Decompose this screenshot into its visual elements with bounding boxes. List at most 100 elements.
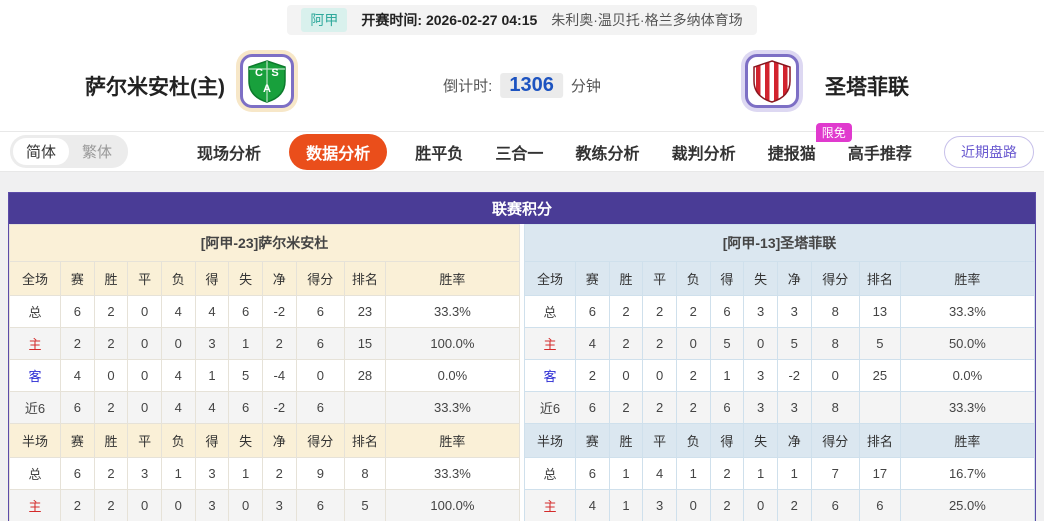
stat-cell: 4 [194,391,230,424]
stat-cell: 6 [574,457,610,490]
venue-name: 朱利奥·温贝托·格兰多纳体育场 [551,12,743,28]
table-row: 总 6 1 4 1 2 1 1 7 17 16.7% [523,457,1035,490]
column-header-cell: 排名 [859,423,901,458]
tab-live-analysis[interactable]: 现场分析 [197,145,262,163]
column-header-cell: 得分 [810,423,861,458]
column-header-cell: 得 [194,261,230,296]
stat-cell: 2 [709,457,745,490]
column-header-cell: 半场 [9,423,61,458]
tab-referee-analysis[interactable]: 裁判分析 [671,145,736,163]
stat-cell: 25 [859,359,901,392]
row-label: 总 [9,457,61,490]
stat-cell: 100.0% [384,489,521,521]
stat-cell: 6 [810,489,861,521]
table-row: 总 6 2 2 2 6 3 3 8 13 33.3% [523,295,1035,328]
nav-tabs: 现场分析 数据分析 胜平负 三合一 教练分析 裁判分析 捷报猫 限免 高手推荐 [193,122,916,170]
away-crest-icon [753,60,791,103]
column-header-cell: 负 [160,423,196,458]
kickoff-time: 开赛时间: 2026-02-27 04:15 [361,10,537,30]
lang-traditional-option[interactable]: 繁体 [82,144,113,161]
team-section-header: [阿甲-13]圣塔菲联 [523,224,1035,262]
stat-cell: 3 [743,359,778,392]
table-row: 主 4 1 3 0 2 0 2 6 6 25.0% [523,489,1035,521]
stat-cell [859,391,901,424]
stat-cell: 4 [574,489,610,521]
stat-cell: 2 [261,327,297,360]
row-label: 主 [523,489,576,521]
row-label: 总 [523,295,576,328]
stat-cell: 6 [60,295,95,328]
stat-cell: 0 [743,489,778,521]
stat-cell: 3 [776,391,812,424]
stat-cell: 4 [642,457,677,490]
stat-cell: 33.3% [899,391,1035,424]
column-header-cell: 平 [127,261,162,296]
column-header-cell: 净 [776,423,812,458]
lang-simplified-option[interactable]: 简体 [13,138,70,165]
stat-cell: 28 [344,359,386,392]
row-label: 近6 [9,391,61,424]
stat-cell: 8 [810,295,861,328]
stat-cell: 2 [261,457,297,490]
tab-expert-picks[interactable]: 高手推荐 [847,145,912,163]
stat-cell: 2 [93,295,129,328]
stat-cell: 6 [295,391,346,424]
stat-cell: 3 [261,489,297,521]
stat-cell: 0 [675,327,711,360]
stat-cell: 0 [160,327,196,360]
stat-cell: 0 [295,359,346,392]
row-label: 近6 [523,391,576,424]
tab-data-analysis[interactable]: 数据分析 [289,133,388,170]
stat-cell: 33.3% [384,391,521,424]
stat-cell: 1 [743,457,778,490]
table-row: 总 6 2 3 1 3 1 2 9 8 33.3% [9,457,521,490]
stat-cell: 33.3% [384,295,521,328]
tab-win-draw-lose[interactable]: 胜平负 [415,145,464,163]
stat-cell: 17 [859,457,901,490]
stat-cell: 2 [642,391,677,424]
stat-cell: 0 [743,327,778,360]
stat-cell: 0 [93,359,129,392]
league-tag[interactable]: 阿甲 [301,8,348,32]
stat-cell: 0.0% [384,359,521,392]
away-team-name: 圣塔菲联 [825,76,909,99]
stat-cell: 3 [743,295,778,328]
column-header-cell: 排名 [859,261,901,296]
countdown-unit: 分钟 [570,78,601,95]
content-area: 联赛积分 [阿甲-23]萨尔米安杜 全场赛胜平负得失净得分 排名 胜率总 6 2 0 4 4 6-… [0,172,1044,521]
stat-cell: 6 [228,391,263,424]
tab-jiebao-cat[interactable]: 捷报猫 限免 [764,122,852,170]
stat-cell: 2 [675,359,711,392]
tables-row: [阿甲-23]萨尔米安杜 全场赛胜平负得失净得分 排名 胜率总 6 2 0 4 4 6 -2 6 23 3… [9,224,1035,521]
column-header-cell: 失 [743,261,778,296]
stat-cell: 1 [608,457,644,490]
column-header-cell: 得分 [295,423,346,458]
row-label: 客 [523,359,576,392]
home-team-badge: C S A [240,54,294,108]
stat-cell: 1 [608,489,644,521]
column-header-cell: 半场 [523,423,576,458]
stat-cell: 0 [675,489,711,521]
stat-cell: 2 [60,327,95,360]
tab-three-in-one[interactable]: 三合一 [495,145,544,163]
stat-cell: 25.0% [899,489,1035,521]
table-divider [520,224,524,521]
recent-trends-button[interactable]: 近期盘路 [944,135,1034,168]
stat-cell: 2 [93,457,129,490]
column-header-cell: 净 [261,261,297,296]
column-header-cell: 排名 [344,261,386,296]
league-table-right: [阿甲-13]圣塔菲联 全场赛胜平负得失净得分 排名 胜率总 6 2 2 2 6 3 3 8 13 33.… [523,224,1035,521]
stat-cell: 0 [160,489,196,521]
stat-cell: 4 [60,359,95,392]
stat-cell: 33.3% [384,457,521,490]
column-header-cell: 得 [194,423,230,458]
row-label: 主 [9,489,61,521]
stat-cell: 2 [675,295,711,328]
stat-cell: 50.0% [899,327,1035,360]
tab-coach-analysis[interactable]: 教练分析 [575,145,640,163]
stat-cell: 5 [776,327,812,360]
team-section-row: [阿甲-13]圣塔菲联 [523,224,1035,262]
stat-cell: 1 [194,359,230,392]
stat-cell: -2 [261,295,297,328]
stat-cell: 1 [228,327,263,360]
